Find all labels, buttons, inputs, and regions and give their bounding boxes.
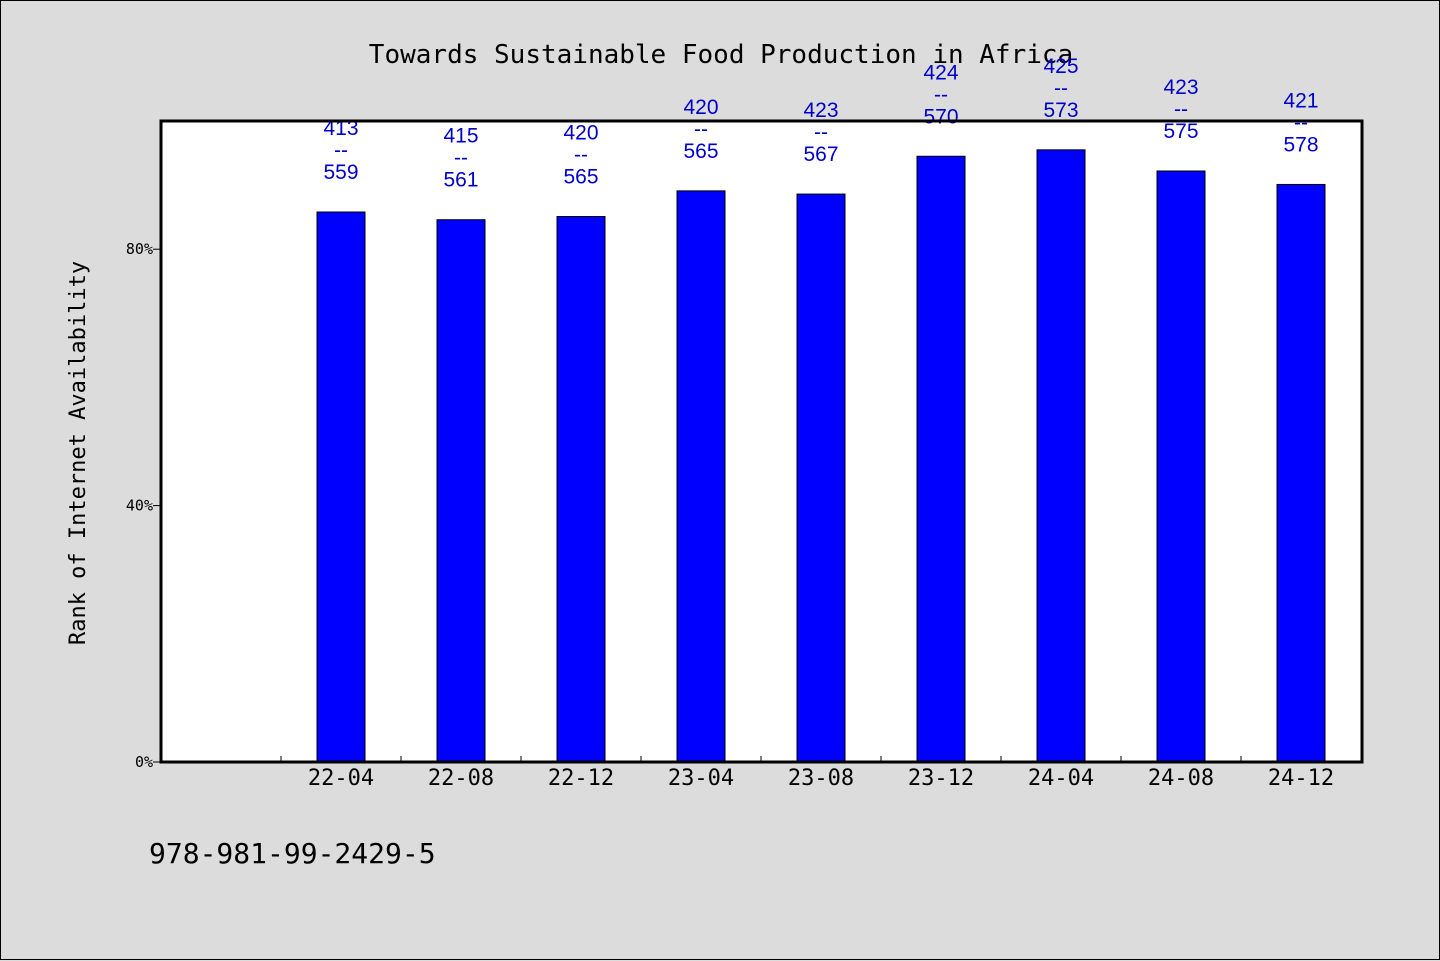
data-label-top-23-12: 424	[923, 61, 958, 84]
bar-22-04	[316, 211, 366, 763]
data-label-sep-24-04: --	[1054, 77, 1068, 100]
data-label-bottom-24-12: 578	[1283, 133, 1318, 156]
data-label-bottom-23-12: 570	[923, 105, 958, 128]
data-label-bottom-22-04: 559	[323, 161, 358, 184]
bar-22-12	[556, 216, 606, 763]
data-label-sep-22-12: --	[574, 144, 588, 167]
bar-22-08	[436, 219, 486, 763]
data-label-sep-23-04: --	[694, 118, 708, 141]
chart-title: Towards Sustainable Food Production in A…	[369, 40, 1073, 70]
x-axis: 22-04 22-08 22-12 23-04 23-08 23-12 24-04 24-08…	[280, 756, 1362, 791]
y-axis-label: Rank of Internet Availability	[66, 261, 91, 645]
x-tick-label-24-12: 24-12	[1268, 766, 1334, 791]
x-tick-label-24-04: 24-04	[1028, 766, 1094, 791]
data-label-sep-22-04: --	[334, 139, 348, 162]
footer-code: 978-981-99-2429-5	[149, 837, 436, 870]
x-tick-label-22-04: 22-04	[308, 766, 374, 791]
data-label-top-22-12: 420	[563, 122, 598, 145]
y-tick-label: 40%	[126, 497, 153, 515]
x-tick-label-22-12: 22-12	[548, 766, 614, 791]
data-label-top-24-04: 425	[1043, 55, 1078, 78]
data-label-bottom-22-08: 561	[443, 169, 478, 192]
data-label-top-23-08: 423	[803, 99, 838, 122]
bar-23-12	[916, 155, 966, 763]
bar-24-12	[1276, 183, 1326, 763]
y-tick-label: 80%	[126, 240, 153, 258]
data-label-bottom-24-04: 573	[1043, 99, 1078, 122]
y-tick-label: 0%	[135, 753, 153, 771]
x-tick-label-22-08: 22-08	[428, 766, 494, 791]
data-label-sep-24-12: --	[1294, 111, 1308, 134]
data-label-top-22-04: 413	[323, 117, 358, 140]
x-tick-label-23-08: 23-08	[788, 766, 854, 791]
data-label-sep-24-08: --	[1174, 98, 1188, 121]
data-label-sep-23-08: --	[814, 121, 828, 144]
bar-23-04	[676, 190, 726, 763]
x-tick-label-23-12: 23-12	[908, 766, 974, 791]
bar-24-08	[1156, 170, 1206, 763]
bar-24-04	[1036, 149, 1086, 763]
data-label-top-23-04: 420	[683, 96, 718, 119]
data-label-bottom-24-08: 575	[1163, 120, 1198, 143]
data-label-bottom-22-12: 565	[563, 166, 598, 189]
data-label-sep-22-08: --	[454, 147, 468, 170]
x-tick-label-24-08: 24-08	[1148, 766, 1214, 791]
data-labels-layer: 413--559415--561420--565420--565423--567…	[323, 55, 1318, 192]
y-axis: 0% 40% 80%	[126, 240, 161, 771]
x-tick-label-23-04: 23-04	[668, 766, 734, 791]
bar-23-08	[796, 193, 846, 763]
data-label-top-24-08: 423	[1163, 76, 1198, 99]
data-label-bottom-23-04: 565	[683, 140, 718, 163]
data-label-top-22-08: 415	[443, 125, 478, 148]
bars-layer	[316, 149, 1326, 763]
data-label-bottom-23-08: 567	[803, 143, 838, 166]
data-label-sep-23-12: --	[934, 83, 948, 106]
data-label-top-24-12: 421	[1283, 89, 1318, 112]
